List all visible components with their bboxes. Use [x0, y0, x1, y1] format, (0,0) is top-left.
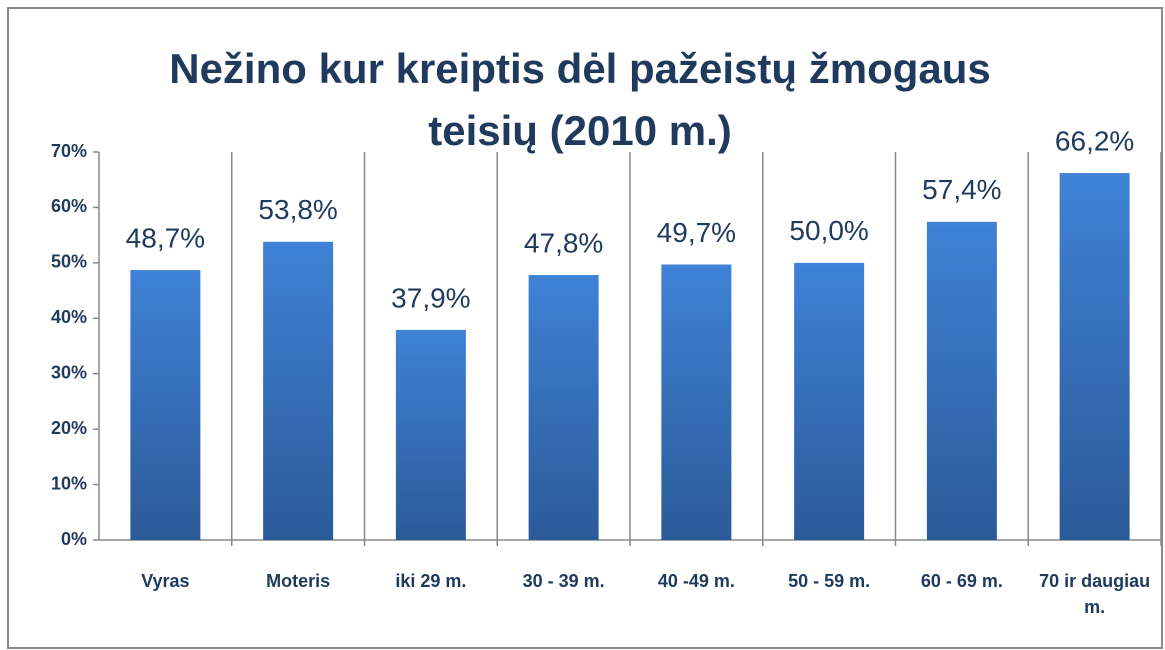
x-label-box: 50 - 59 m.	[788, 571, 871, 591]
bar	[1059, 173, 1130, 540]
y-tick-label: 50%	[51, 252, 87, 272]
value-label: 48,7%	[126, 222, 205, 253]
x-tick-label: 70 ir daugiau m.	[1039, 571, 1151, 617]
x-label-box: 40 -49 m.	[657, 571, 735, 591]
bar	[794, 262, 865, 540]
bar	[528, 275, 599, 540]
x-tick-label: 40 -49 m.	[657, 571, 735, 591]
value-label: 49,7%	[657, 217, 736, 248]
y-tick-label: 20%	[51, 418, 87, 438]
value-label: 57,4%	[922, 174, 1001, 205]
value-label: 47,8%	[524, 227, 603, 258]
x-label-box: 70 ir daugiau m.	[1039, 571, 1151, 617]
bar	[130, 270, 201, 540]
bar	[263, 241, 334, 540]
x-tick-label: Moteris	[266, 571, 331, 591]
bar	[926, 221, 997, 540]
y-tick-label: 0%	[61, 529, 87, 549]
bar	[395, 329, 466, 540]
value-label: 53,8%	[258, 194, 337, 225]
value-label: 37,9%	[391, 282, 470, 313]
value-label: 50,0%	[789, 215, 868, 246]
y-tick-label: 30%	[51, 362, 87, 382]
x-label-box: Vyras	[141, 571, 190, 591]
x-tick-label: Vyras	[141, 571, 190, 591]
y-tick-label: 70%	[51, 141, 87, 161]
bar	[661, 264, 732, 540]
value-label: 66,2%	[1055, 125, 1134, 156]
chart-title: Nežino kur kreiptis dėl pažeistų žmogaus…	[169, 45, 991, 154]
x-tick-label: 60 - 69 m.	[920, 571, 1003, 591]
x-label-box: iki 29 m.	[395, 571, 467, 591]
y-tick-label: 40%	[51, 307, 87, 327]
x-tick-label: iki 29 m.	[395, 571, 467, 591]
y-tick-label: 60%	[51, 196, 87, 216]
x-tick-label: 30 - 39 m.	[522, 571, 605, 591]
y-tick-label: 10%	[51, 473, 87, 493]
x-label-box: Moteris	[266, 571, 331, 591]
x-tick-label: 50 - 59 m.	[788, 571, 871, 591]
x-label-box: 30 - 39 m.	[522, 571, 605, 591]
title-box: Nežino kur kreiptis dėl pažeistų žmogaus…	[169, 45, 991, 154]
x-label-box: 60 - 69 m.	[920, 571, 1003, 591]
